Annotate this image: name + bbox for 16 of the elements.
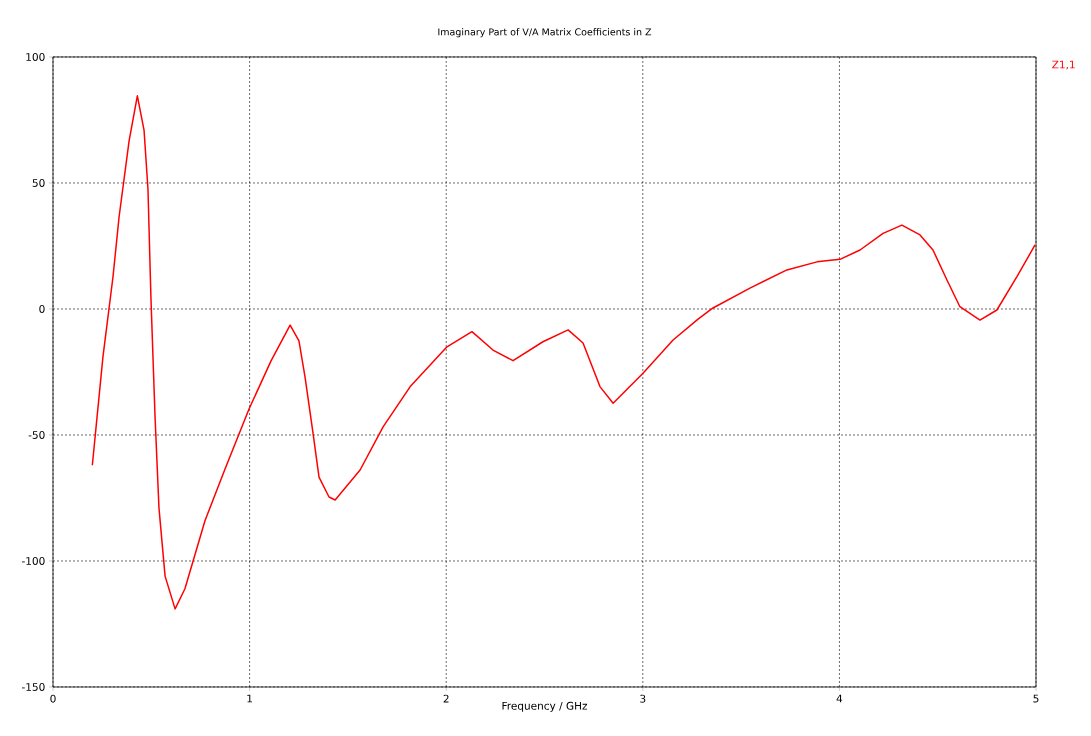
x-tick-label: 0 (50, 694, 56, 703)
x-tick-label: 1 (247, 694, 252, 703)
x-tick-label: 5 (1033, 694, 1039, 703)
x-tick-label: 2 (443, 694, 449, 703)
text: Z1,1 (1052, 60, 1075, 70)
y-tick-label: -100 (21, 557, 45, 565)
x-axis-title: Frequency / GHz (502, 701, 588, 712)
x-tick-label: 3 (640, 694, 646, 703)
line-series (91, 95, 1036, 610)
y-tick-label: 100 (26, 53, 45, 61)
x-tick-label: 4 (836, 694, 843, 703)
y-tick-label: 50 (32, 179, 45, 187)
y-tick-label: -150 (21, 683, 45, 691)
chart-title: Imaginary Part of V/A Matrix Coefficients in Z (438, 28, 652, 38)
y-tick-label: -50 (28, 431, 45, 439)
y-tick-label: 0 (39, 305, 45, 313)
